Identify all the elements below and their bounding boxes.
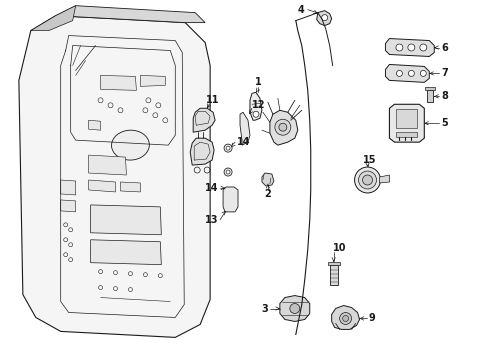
Circle shape: [419, 44, 426, 51]
Polygon shape: [249, 92, 262, 120]
Polygon shape: [385, 64, 428, 82]
Circle shape: [396, 71, 402, 76]
Text: 6: 6: [440, 42, 447, 53]
Polygon shape: [388, 104, 424, 142]
Polygon shape: [56, 6, 205, 23]
Polygon shape: [396, 109, 416, 128]
Text: 15: 15: [362, 155, 375, 165]
Text: 8: 8: [440, 91, 447, 101]
Polygon shape: [329, 265, 337, 285]
Circle shape: [278, 123, 286, 131]
Polygon shape: [223, 187, 238, 212]
Polygon shape: [120, 182, 140, 192]
Text: 11: 11: [206, 95, 220, 105]
Circle shape: [420, 71, 426, 76]
Circle shape: [362, 175, 372, 185]
Polygon shape: [279, 296, 309, 321]
Polygon shape: [379, 175, 388, 183]
Circle shape: [342, 315, 348, 321]
Circle shape: [407, 44, 414, 51]
Polygon shape: [327, 262, 339, 265]
Polygon shape: [269, 110, 297, 145]
Polygon shape: [193, 108, 215, 132]
Polygon shape: [101, 75, 136, 90]
Circle shape: [252, 111, 259, 117]
Circle shape: [224, 144, 232, 152]
Circle shape: [407, 71, 413, 76]
Polygon shape: [88, 180, 115, 192]
Text: 14: 14: [237, 137, 250, 147]
Polygon shape: [396, 132, 416, 137]
Polygon shape: [262, 173, 273, 186]
Text: 9: 9: [368, 314, 374, 324]
Text: 7: 7: [440, 68, 447, 78]
Polygon shape: [331, 306, 359, 329]
Circle shape: [289, 303, 299, 314]
Polygon shape: [140, 75, 165, 86]
Polygon shape: [31, 6, 76, 31]
Text: 2: 2: [264, 189, 271, 199]
Polygon shape: [240, 112, 249, 145]
Text: 3: 3: [261, 303, 267, 314]
Circle shape: [321, 15, 327, 21]
Text: 14: 14: [204, 183, 218, 193]
Text: 10: 10: [332, 243, 346, 253]
Polygon shape: [190, 138, 214, 165]
Polygon shape: [90, 205, 161, 235]
Text: 5: 5: [440, 118, 447, 128]
Polygon shape: [316, 11, 331, 26]
Polygon shape: [61, 180, 76, 195]
Circle shape: [358, 171, 376, 189]
Polygon shape: [385, 39, 433, 57]
Text: 13: 13: [204, 215, 218, 225]
Text: 4: 4: [297, 5, 304, 15]
Polygon shape: [19, 15, 210, 337]
Text: 12: 12: [251, 100, 265, 110]
Text: 1: 1: [254, 77, 261, 87]
Polygon shape: [425, 87, 434, 90]
Polygon shape: [88, 120, 101, 130]
Circle shape: [339, 312, 351, 324]
Circle shape: [224, 168, 232, 176]
Ellipse shape: [111, 130, 149, 160]
Circle shape: [395, 44, 402, 51]
Polygon shape: [427, 90, 432, 102]
Polygon shape: [88, 155, 126, 175]
Polygon shape: [90, 240, 161, 265]
Circle shape: [274, 119, 290, 135]
Circle shape: [354, 167, 380, 193]
Polygon shape: [61, 200, 76, 212]
